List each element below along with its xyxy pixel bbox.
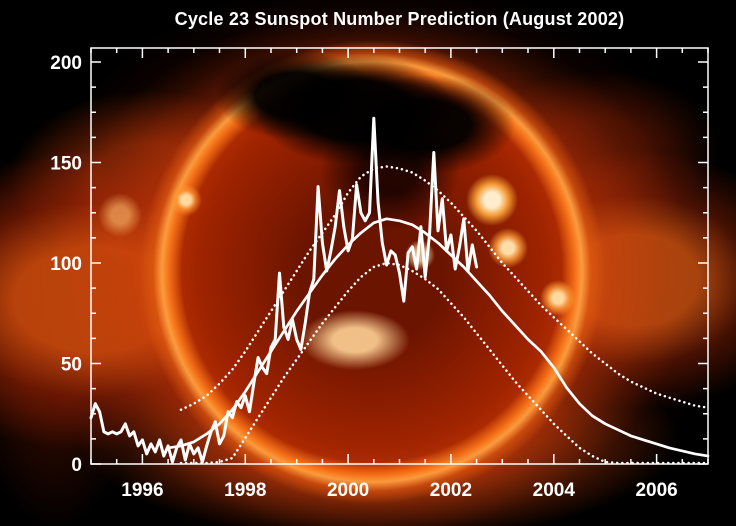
x-tick-label: 2006: [635, 480, 677, 501]
prediction-lower-uncertainty: [179, 261, 710, 465]
x-tick-label: 2000: [327, 480, 369, 501]
prediction-upper-uncertainty: [179, 165, 710, 411]
series-layer: [89, 116, 710, 465]
x-tick-label: 1998: [224, 480, 266, 501]
x-tick-label: 2002: [430, 480, 472, 501]
axes-layer: [90, 47, 709, 465]
plot-frame: [90, 47, 709, 465]
x-tick-label: 2004: [533, 480, 576, 501]
y-tick-label: 200: [50, 53, 82, 74]
predicted-sunspot-number: [166, 217, 710, 458]
y-tick-label: 50: [61, 355, 82, 376]
x-tick-label: 1996: [121, 480, 163, 501]
labels-layer: 1996 1998 2000 2002 2004 2006 0 50 100 150 200: [50, 53, 677, 501]
y-tick-label: 100: [50, 254, 82, 275]
observed-monthly-sunspot-number: [89, 116, 479, 464]
chart-title: Cycle 23 Sunspot Number Prediction (Augu…: [174, 9, 625, 29]
y-tick-label: 150: [50, 154, 82, 175]
y-tick-label: 0: [71, 455, 82, 476]
axis-ticks: [90, 48, 709, 465]
